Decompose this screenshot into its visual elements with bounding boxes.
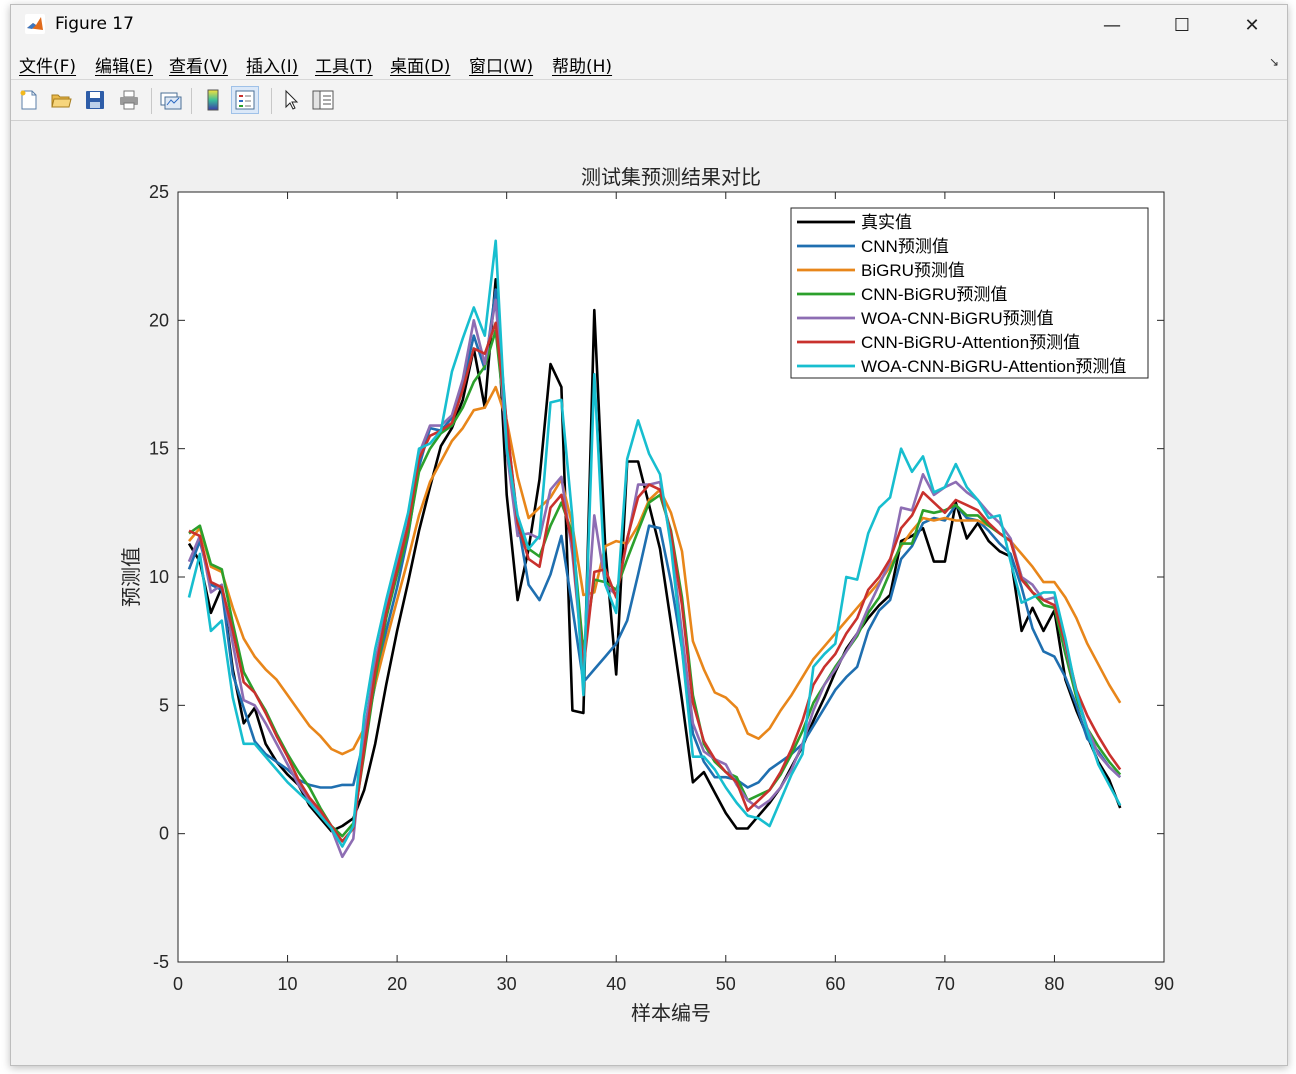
menu-bar: 文件(F) 编辑(E) 查看(V) 插入(I) 工具(T) 桌面(D) 窗口(W… [11,45,1287,80]
menu-file[interactable]: 文件(F) [19,57,77,77]
edit-plot-button[interactable] [277,86,305,114]
minimize-button[interactable]: — [1077,5,1147,45]
toolbar-separator [271,88,272,114]
close-icon: ✕ [1244,14,1260,36]
legend-label: CNN-BiGRU-Attention预测值 [861,333,1080,352]
toolbar-separator [191,88,192,114]
close-button[interactable]: ✕ [1217,5,1287,45]
print-button[interactable] [115,86,143,114]
insert-legend-button[interactable] [231,86,259,114]
series-line-6 [187,239,1122,848]
y-tick-label: 25 [149,182,169,202]
y-tick-label: 15 [149,439,169,459]
x-tick-label: 10 [278,974,298,994]
legend-label: WOA-CNN-BiGRU预测值 [861,309,1054,328]
open-file-button[interactable] [47,86,75,114]
property-editor-button[interactable] [309,86,337,114]
x-axis-label: 样本编号 [631,1002,711,1025]
open-file-icon [51,94,72,108]
maximize-icon: ☐ [1173,14,1191,36]
menu-desktop[interactable]: 桌面(D) [390,57,451,77]
title-bar[interactable]: Figure 17 — ☐ ✕ [11,5,1287,45]
menu-tools[interactable]: 工具(T) [315,57,373,77]
x-tick-label: 90 [1154,974,1174,994]
menu-view[interactable]: 查看(V) [169,57,228,77]
x-tick-label: 0 [173,974,183,994]
matlab-logo-icon [25,14,45,34]
maximize-button[interactable]: ☐ [1147,5,1217,45]
y-tick-label: 5 [159,695,169,715]
chart-title: 测试集预测结果对比 [581,166,761,189]
series-line-4 [187,298,1122,859]
x-tick-label: 60 [825,974,845,994]
legend-label: CNN预测值 [861,237,949,256]
new-figure-icon [20,90,37,110]
menu-insert[interactable]: 插入(I) [246,57,299,77]
colorbar-icon [207,89,219,111]
x-tick-label: 80 [1044,974,1064,994]
toolbar-separator [151,88,152,114]
legend-icon [235,90,255,110]
y-axis-label: 预测值 [120,547,143,607]
legend-label: 真实值 [861,213,912,232]
link-plot-button[interactable] [157,86,185,114]
menu-help[interactable]: 帮助(H) [552,57,613,77]
figure-window: Figure 17 — ☐ ✕ 文件(F) 编辑(E) 查看(V) 插入(I) … [10,4,1288,1066]
menu-dock-icon[interactable]: ↘ [1268,55,1279,69]
print-icon [120,90,138,110]
menu-edit[interactable]: 编辑(E) [95,57,154,77]
series-line-5 [188,321,1122,843]
insert-colorbar-button[interactable] [199,86,227,114]
x-tick-label: 40 [606,974,626,994]
legend-label: WOA-CNN-BiGRU-Attention预测值 [861,357,1126,376]
y-tick-label: -5 [153,952,169,972]
x-tick-label: 50 [716,974,736,994]
minimize-icon: — [1103,14,1121,36]
pointer-icon [285,89,299,110]
toolbar [11,80,1287,121]
save-button[interactable] [81,86,109,114]
x-tick-label: 70 [935,974,955,994]
menu-window[interactable]: 窗口(W) [469,57,534,77]
series-line-3 [188,329,1122,838]
window-title: Figure 17 [55,14,134,34]
new-figure-button[interactable] [15,86,43,114]
y-tick-label: 20 [149,310,169,330]
x-tick-label: 20 [387,974,407,994]
y-tick-label: 10 [149,567,169,587]
legend-label: CNN-BiGRU预测值 [861,285,1007,304]
line-chart: 0 10 20 30 40 50 60 70 80 90-50510152025测试集预测结果对比… [120,166,1174,1025]
legend-label: BiGRU预测值 [861,261,965,280]
series-line-2 [188,385,1122,756]
save-icon [86,91,104,109]
link-plot-icon [160,92,182,110]
y-tick-label: 0 [159,824,169,844]
figure-canvas: 0 10 20 30 40 50 60 70 80 90 -5 0 5 10 15 20 25 测试集预测结果对比… [11,121,1287,1065]
property-editor-icon [312,90,334,110]
series-line-1 [187,288,1122,789]
x-tick-label: 30 [497,974,517,994]
